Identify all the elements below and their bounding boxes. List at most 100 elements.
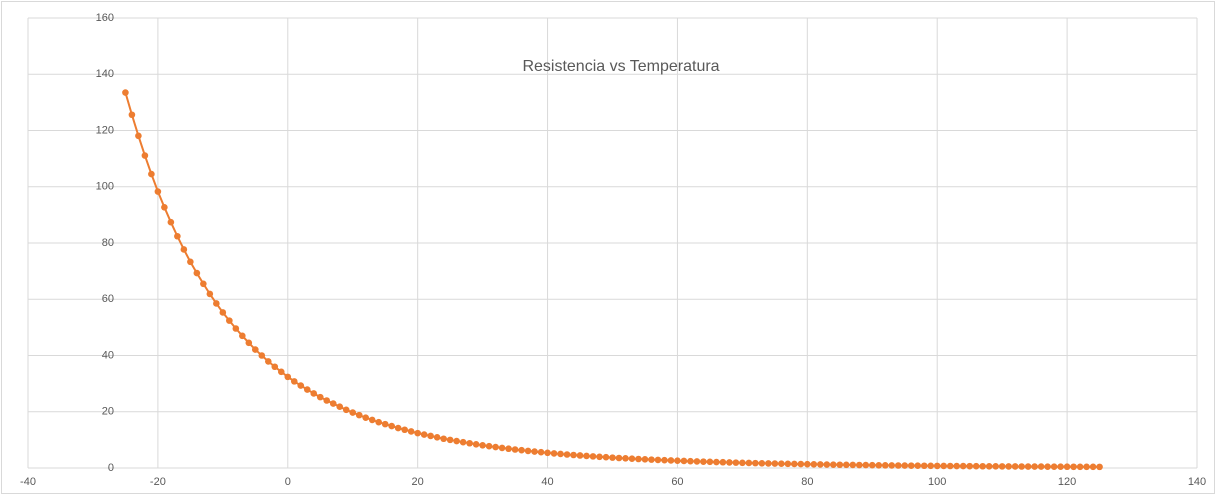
data-point [719, 458, 727, 466]
data-point [362, 414, 370, 421]
data-point [167, 218, 175, 226]
data-point [505, 445, 512, 453]
data-point [213, 300, 220, 307]
y-tick-label: 0 [108, 462, 114, 474]
data-point [661, 456, 668, 464]
data-point [492, 443, 499, 451]
data-point [765, 460, 772, 467]
data-point [576, 452, 584, 459]
data-point [1083, 463, 1090, 471]
data-point [992, 463, 999, 470]
data-point [1018, 463, 1025, 470]
data-point [875, 461, 883, 469]
data-point [674, 457, 681, 465]
data-point [524, 447, 532, 455]
data-point [206, 290, 214, 298]
data-point [1096, 463, 1103, 471]
data-point [687, 457, 694, 465]
data-point [1057, 463, 1064, 471]
data-point [232, 325, 240, 332]
data-point [985, 462, 993, 470]
data-point [200, 280, 207, 288]
data-point [648, 456, 655, 463]
data-point [537, 448, 545, 456]
plot [122, 89, 1103, 471]
data-point [381, 420, 389, 428]
data-point [998, 463, 1006, 470]
data-point [700, 458, 707, 465]
data-point [1044, 463, 1051, 470]
data-point [336, 403, 344, 410]
x-tick-label: 0 [285, 476, 291, 488]
data-point [563, 451, 571, 458]
data-point [862, 461, 870, 469]
data-point [966, 462, 973, 470]
data-point [310, 390, 318, 397]
y-tick-label: 160 [96, 12, 114, 24]
data-point [355, 411, 363, 419]
data-point [693, 458, 701, 465]
x-tick-label: 140 [1188, 476, 1206, 488]
data-point [193, 269, 201, 277]
data-point [297, 382, 305, 389]
data-point [739, 459, 746, 467]
data-point [615, 454, 623, 462]
data-point [771, 460, 779, 467]
data-point [726, 459, 733, 466]
y-tick-label: 140 [96, 68, 114, 80]
data-point [453, 437, 460, 445]
data-point [226, 317, 233, 324]
x-tick-label: 40 [541, 476, 553, 488]
data-point [407, 428, 415, 435]
data-point [855, 461, 863, 469]
data-point [557, 450, 564, 458]
data-point [635, 455, 642, 463]
data-point [1011, 463, 1019, 470]
data-point [732, 459, 740, 466]
data-point [544, 449, 551, 457]
data-point [550, 450, 558, 457]
data-point [518, 446, 525, 454]
data-point [849, 461, 857, 469]
data-point [953, 462, 961, 470]
data-point [901, 462, 909, 469]
data-point [784, 460, 792, 468]
data-point [888, 462, 896, 469]
data-point [316, 393, 324, 401]
data-point [868, 461, 876, 469]
x-tick-label: -40 [20, 476, 36, 488]
data-point [596, 453, 603, 461]
data-point [830, 461, 837, 468]
data-point [946, 462, 954, 470]
x-tick-label: 120 [1058, 476, 1076, 488]
data-point [154, 188, 162, 195]
data-point [920, 462, 928, 470]
data-point [239, 332, 246, 340]
data-point [804, 460, 811, 468]
data-point [323, 397, 331, 404]
x-tick-label: 100 [928, 476, 946, 488]
data-point [303, 386, 311, 393]
data-point [791, 460, 798, 468]
data-point [219, 309, 227, 316]
data-point [609, 454, 616, 461]
data-point [622, 455, 629, 462]
data-point [161, 203, 168, 211]
data-point [972, 462, 980, 470]
data-point [843, 461, 850, 469]
data-point [252, 346, 259, 353]
data-point [375, 418, 383, 426]
data-point [271, 363, 279, 371]
data-point [836, 461, 844, 469]
data-point [258, 352, 266, 359]
data-point [583, 452, 590, 460]
data-point [290, 378, 298, 385]
y-tick-label: 20 [102, 406, 114, 418]
x-tick-label: 60 [671, 476, 683, 488]
data-point [907, 462, 915, 469]
data-point [1050, 463, 1058, 470]
data-point [667, 457, 675, 464]
data-point [174, 232, 181, 240]
data-point [388, 422, 395, 430]
